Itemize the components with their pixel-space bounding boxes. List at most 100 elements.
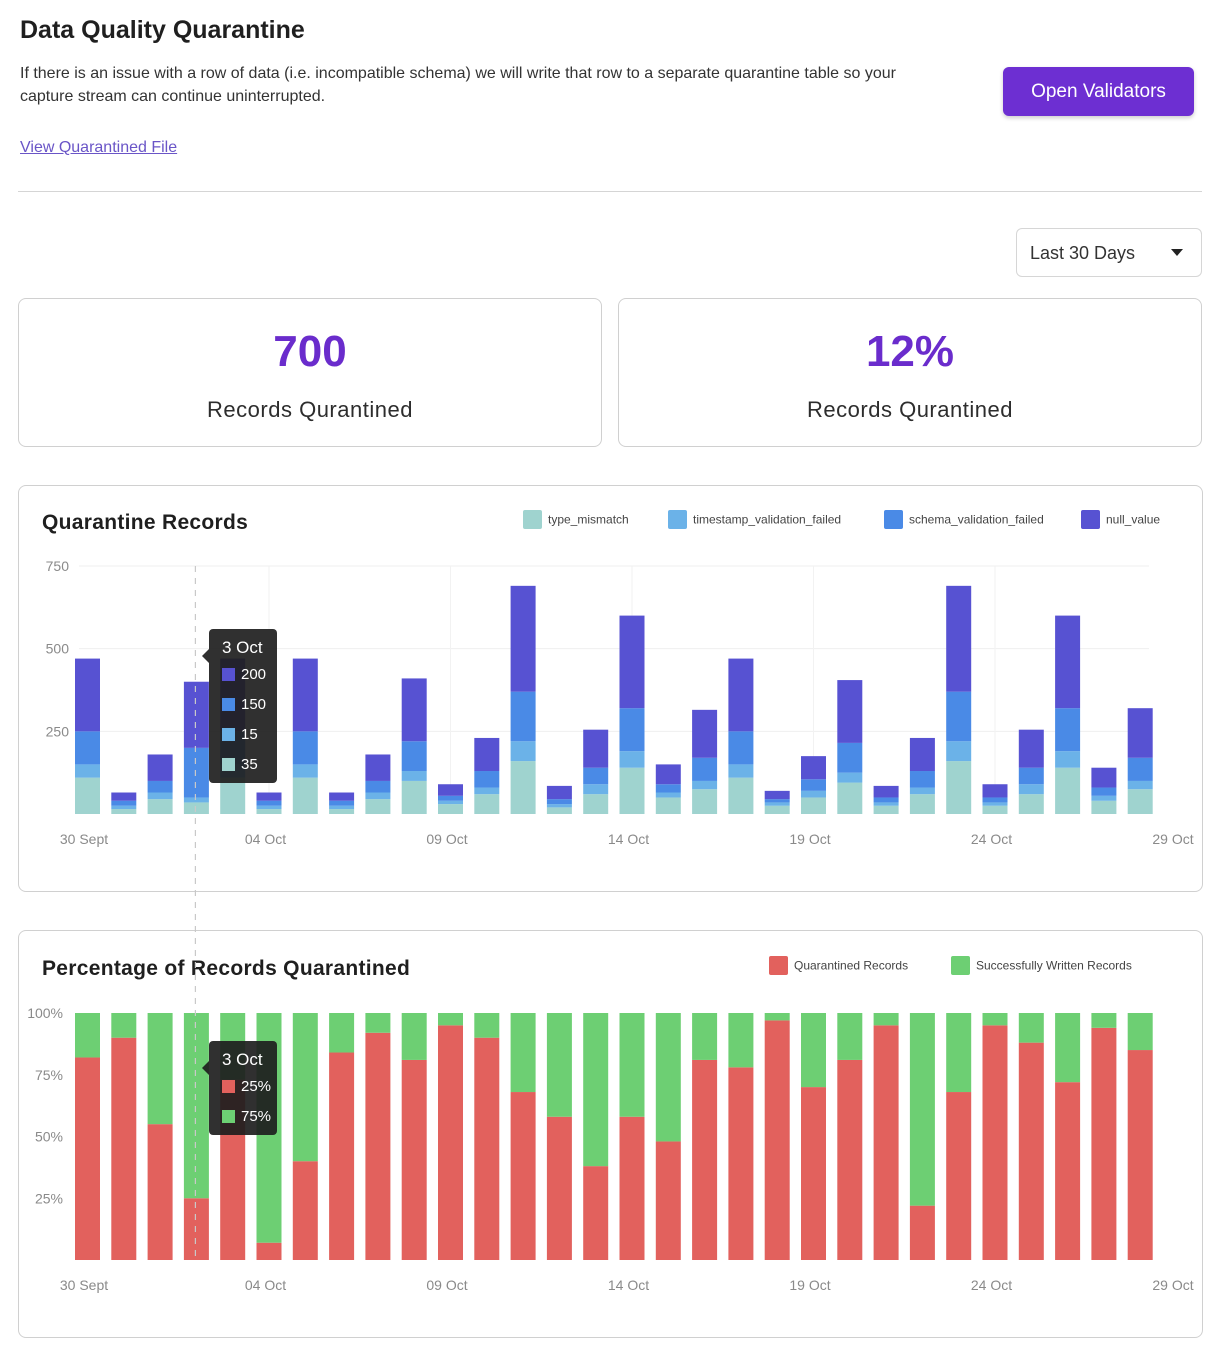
bar-quarantined-records[interactable] [474,1037,500,1260]
bar-successfully-written-records[interactable] [801,1013,826,1088]
bar-null-value[interactable] [401,678,427,742]
bar-timestamp-validation-failed[interactable] [510,741,536,762]
bar-type-mismatch[interactable] [946,761,972,814]
bar-schema-validation-failed[interactable] [837,742,863,773]
bar-successfully-written-records[interactable] [75,1013,100,1058]
bar-schema-validation-failed[interactable] [764,799,790,803]
bar-null-value[interactable] [728,658,754,732]
bar-type-mismatch[interactable] [365,799,391,814]
bar-null-value[interactable] [619,615,645,709]
bar-quarantined-records[interactable] [619,1116,645,1260]
bar-timestamp-validation-failed[interactable] [655,792,681,798]
chevron-down-icon[interactable] [1171,249,1183,256]
bar-timestamp-validation-failed[interactable] [801,790,826,798]
bar-timestamp-validation-failed[interactable] [75,764,100,778]
bar-type-mismatch[interactable] [583,794,609,814]
bar-type-mismatch[interactable] [655,797,681,814]
bar-successfully-written-records[interactable] [728,1013,754,1068]
bar-quarantined-records[interactable] [292,1161,318,1260]
bar-successfully-written-records[interactable] [946,1013,972,1093]
bar-quarantined-records[interactable] [147,1124,173,1260]
bar-quarantined-records[interactable] [365,1032,391,1260]
bar-quarantined-records[interactable] [1055,1082,1081,1260]
bar-quarantined-records[interactable] [655,1141,681,1260]
bar-null-value[interactable] [655,764,681,785]
bar-quarantined-records[interactable] [183,1198,209,1260]
bar-schema-validation-failed[interactable] [147,780,173,793]
view-quarantined-file-link[interactable]: View Quarantined File [20,139,178,156]
bar-null-value[interactable] [474,737,500,772]
bar-type-mismatch[interactable] [1055,767,1081,814]
bar-successfully-written-records[interactable] [619,1013,645,1117]
bar-timestamp-validation-failed[interactable] [474,787,500,795]
bar-null-value[interactable] [438,784,463,796]
bar-successfully-written-records[interactable] [1127,1013,1153,1051]
bar-successfully-written-records[interactable] [909,1013,935,1206]
bar-type-mismatch[interactable] [220,777,246,814]
bar-schema-validation-failed[interactable] [474,771,500,788]
bar-successfully-written-records[interactable] [873,1013,899,1026]
bar-successfully-written-records[interactable] [1091,1013,1117,1028]
bar-null-value[interactable] [873,785,899,798]
bar-quarantined-records[interactable] [546,1116,572,1260]
bar-quarantined-records[interactable] [510,1092,536,1260]
bar-timestamp-validation-failed[interactable] [256,805,282,810]
bar-schema-validation-failed[interactable] [1091,787,1117,796]
bar-type-mismatch[interactable] [873,805,899,814]
bar-type-mismatch[interactable] [1018,794,1044,814]
bar-schema-validation-failed[interactable] [619,708,645,752]
bar-quarantined-records[interactable] [256,1242,282,1260]
bar-successfully-written-records[interactable] [329,1013,355,1053]
bar-timestamp-validation-failed[interactable] [546,804,572,808]
bar-quarantined-records[interactable] [583,1166,609,1260]
bar-timestamp-validation-failed[interactable] [329,805,355,810]
bar-successfully-written-records[interactable] [510,1013,536,1093]
bar-timestamp-validation-failed[interactable] [583,784,609,795]
bar-quarantined-records[interactable] [909,1205,935,1260]
bar-type-mismatch[interactable] [619,767,645,814]
bar-type-mismatch[interactable] [728,777,754,814]
bar-null-value[interactable] [764,790,790,800]
bar-schema-validation-failed[interactable] [401,741,427,772]
bar-successfully-written-records[interactable] [183,1013,209,1199]
bar-null-value[interactable] [1091,767,1117,788]
bar-schema-validation-failed[interactable] [256,800,282,806]
bar-timestamp-validation-failed[interactable] [1018,784,1044,795]
bar-type-mismatch[interactable] [401,780,427,814]
bar-type-mismatch[interactable] [692,789,718,814]
bar-timestamp-validation-failed[interactable] [1055,751,1081,768]
bar-schema-validation-failed[interactable] [909,771,935,788]
bar-null-value[interactable] [946,585,972,692]
bar-schema-validation-failed[interactable] [438,795,463,801]
bar-null-value[interactable] [546,785,572,800]
bar-schema-validation-failed[interactable] [655,784,681,793]
bar-successfully-written-records[interactable] [546,1013,572,1117]
bar-null-value[interactable] [183,681,209,748]
open-validators-button[interactable]: Open Validators [1003,67,1194,116]
bar-schema-validation-failed[interactable] [292,731,318,765]
bar-schema-validation-failed[interactable] [728,731,754,765]
bar-type-mismatch[interactable] [292,777,318,814]
bar-type-mismatch[interactable] [982,805,1008,814]
legend-schema-validation-failed[interactable]: schema_validation_failed [884,510,1044,529]
bar-null-value[interactable] [365,754,391,781]
bar-quarantined-records[interactable] [329,1052,355,1260]
bar-schema-validation-failed[interactable] [873,797,899,803]
bar-schema-validation-failed[interactable] [183,747,209,798]
date-range-select[interactable]: Last 30 Days [1016,228,1202,277]
bar-quarantined-records[interactable] [401,1059,427,1260]
bar-timestamp-validation-failed[interactable] [147,792,173,800]
bar-quarantined-records[interactable] [764,1020,790,1260]
bar-type-mismatch[interactable] [474,794,500,814]
bar-null-value[interactable] [1127,708,1153,758]
bar-type-mismatch[interactable] [801,797,826,814]
bar-timestamp-validation-failed[interactable] [982,802,1008,806]
bar-quarantined-records[interactable] [837,1059,863,1260]
bar-quarantined-records[interactable] [801,1087,826,1260]
bar-quarantined-records[interactable] [438,1025,463,1260]
bar-successfully-written-records[interactable] [438,1013,463,1026]
bar-type-mismatch[interactable] [75,777,100,814]
bar-schema-validation-failed[interactable] [510,691,536,742]
bar-schema-validation-failed[interactable] [692,757,718,781]
bar-null-value[interactable] [510,585,536,692]
